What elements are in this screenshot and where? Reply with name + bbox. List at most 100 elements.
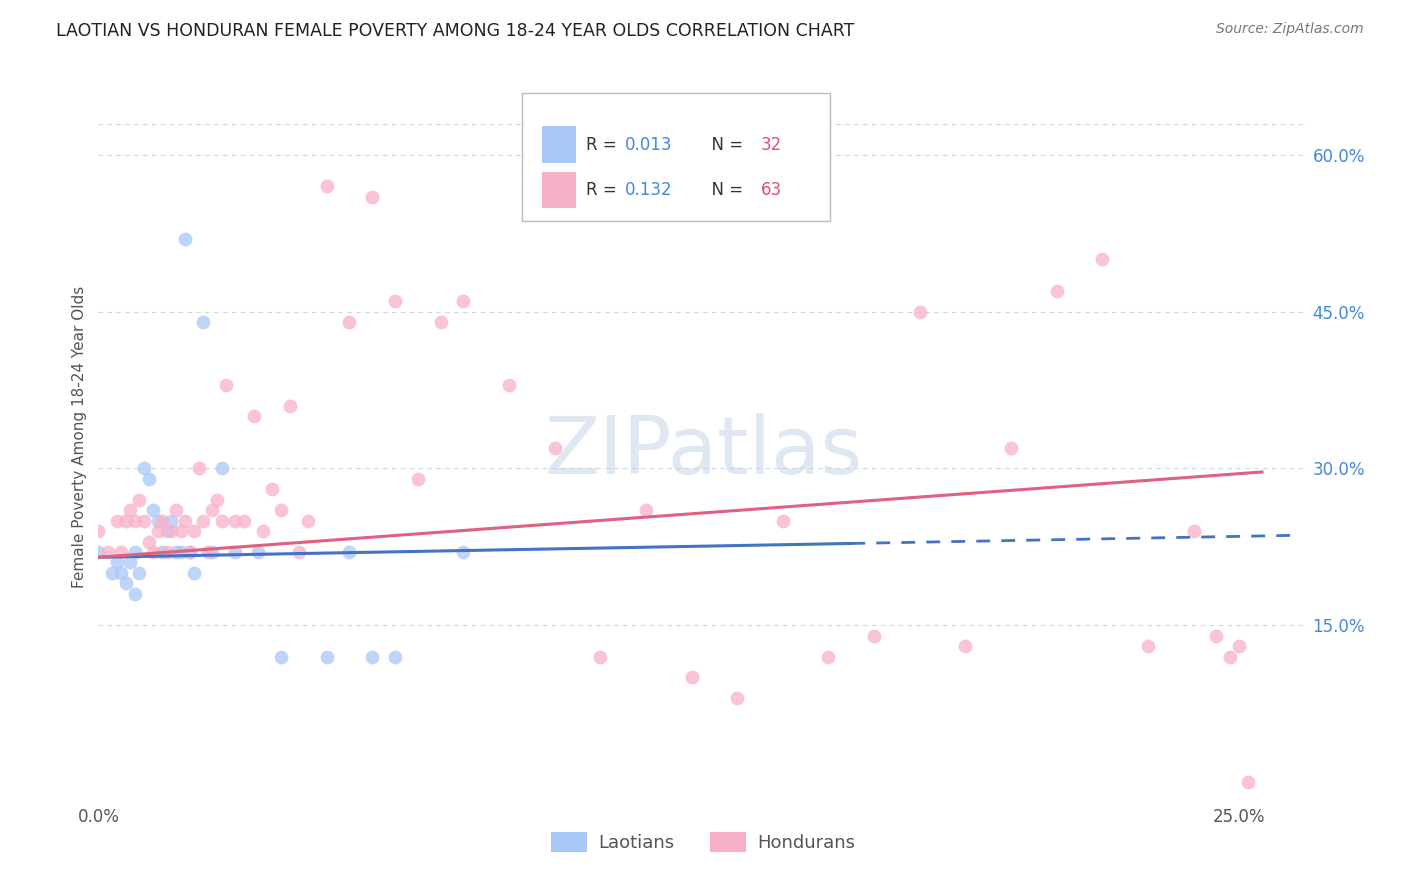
Point <box>453 545 475 559</box>
Point <box>205 492 228 507</box>
Bar <box>543 127 576 163</box>
Point <box>138 534 160 549</box>
Point <box>224 514 246 528</box>
Point <box>955 639 977 653</box>
Point <box>183 566 205 580</box>
Point <box>169 545 191 559</box>
Text: R =: R = <box>586 136 621 153</box>
Point <box>120 503 142 517</box>
Point <box>142 545 165 559</box>
Point <box>384 294 406 309</box>
Point <box>110 545 132 559</box>
Point <box>174 514 197 528</box>
Point <box>337 315 360 329</box>
Point <box>179 545 201 559</box>
Point <box>150 514 173 528</box>
Point <box>498 377 520 392</box>
Point <box>201 545 224 559</box>
Point <box>1205 629 1227 643</box>
Point <box>146 524 169 538</box>
Point <box>105 556 128 570</box>
Point <box>1219 649 1241 664</box>
Point <box>169 524 191 538</box>
Point <box>817 649 839 664</box>
Point <box>544 441 567 455</box>
Point <box>193 315 215 329</box>
Point <box>270 503 292 517</box>
Text: 63: 63 <box>761 181 782 199</box>
FancyBboxPatch shape <box>522 94 830 221</box>
Bar <box>543 171 576 208</box>
Point <box>406 472 429 486</box>
Point <box>132 514 155 528</box>
Text: Source: ZipAtlas.com: Source: ZipAtlas.com <box>1216 22 1364 37</box>
Point <box>87 524 110 538</box>
Text: N =: N = <box>700 181 748 199</box>
Point <box>160 514 183 528</box>
Point <box>297 514 319 528</box>
Point <box>1000 441 1022 455</box>
Point <box>211 514 233 528</box>
Text: ZIPatlas: ZIPatlas <box>544 413 862 491</box>
Point <box>114 514 136 528</box>
Point <box>315 649 337 664</box>
Point <box>1091 252 1114 267</box>
Point <box>124 545 146 559</box>
Text: 0.132: 0.132 <box>624 181 672 199</box>
Point <box>337 545 360 559</box>
Point <box>247 545 270 559</box>
Point <box>179 545 201 559</box>
Text: 32: 32 <box>761 136 782 153</box>
Point <box>156 524 179 538</box>
Point <box>187 461 209 475</box>
Point <box>105 514 128 528</box>
Point <box>288 545 311 559</box>
Point <box>215 377 238 392</box>
Point <box>165 545 187 559</box>
Point <box>124 587 146 601</box>
Point <box>224 545 246 559</box>
Point <box>128 566 150 580</box>
Point <box>589 649 612 664</box>
Point <box>278 399 301 413</box>
Point <box>270 649 292 664</box>
Point <box>124 514 146 528</box>
Point <box>634 503 657 517</box>
Point <box>120 556 142 570</box>
Point <box>114 576 136 591</box>
Point <box>361 190 384 204</box>
Point <box>160 524 183 538</box>
Point <box>146 514 169 528</box>
Point <box>252 524 274 538</box>
Point <box>863 629 886 643</box>
Text: LAOTIAN VS HONDURAN FEMALE POVERTY AMONG 18-24 YEAR OLDS CORRELATION CHART: LAOTIAN VS HONDURAN FEMALE POVERTY AMONG… <box>56 22 855 40</box>
Point <box>429 315 451 329</box>
Point <box>138 472 160 486</box>
Point <box>197 545 219 559</box>
Point <box>87 545 110 559</box>
Text: 0.013: 0.013 <box>624 136 672 153</box>
Point <box>150 545 173 559</box>
Point <box>193 514 215 528</box>
Point <box>156 545 179 559</box>
Point <box>260 483 283 497</box>
Point <box>1227 639 1250 653</box>
Point <box>128 492 150 507</box>
Y-axis label: Female Poverty Among 18-24 Year Olds: Female Poverty Among 18-24 Year Olds <box>72 286 87 588</box>
Point <box>315 179 337 194</box>
Point <box>1046 284 1069 298</box>
Point <box>142 503 165 517</box>
Point <box>201 503 224 517</box>
Point <box>453 294 475 309</box>
Point <box>725 691 748 706</box>
Point <box>233 514 256 528</box>
Point <box>101 566 124 580</box>
Point <box>908 304 931 318</box>
Point <box>242 409 264 424</box>
Point <box>361 649 384 664</box>
Point <box>681 670 703 684</box>
Point <box>1182 524 1205 538</box>
Text: N =: N = <box>700 136 748 153</box>
Point <box>384 649 406 664</box>
Point <box>772 514 794 528</box>
